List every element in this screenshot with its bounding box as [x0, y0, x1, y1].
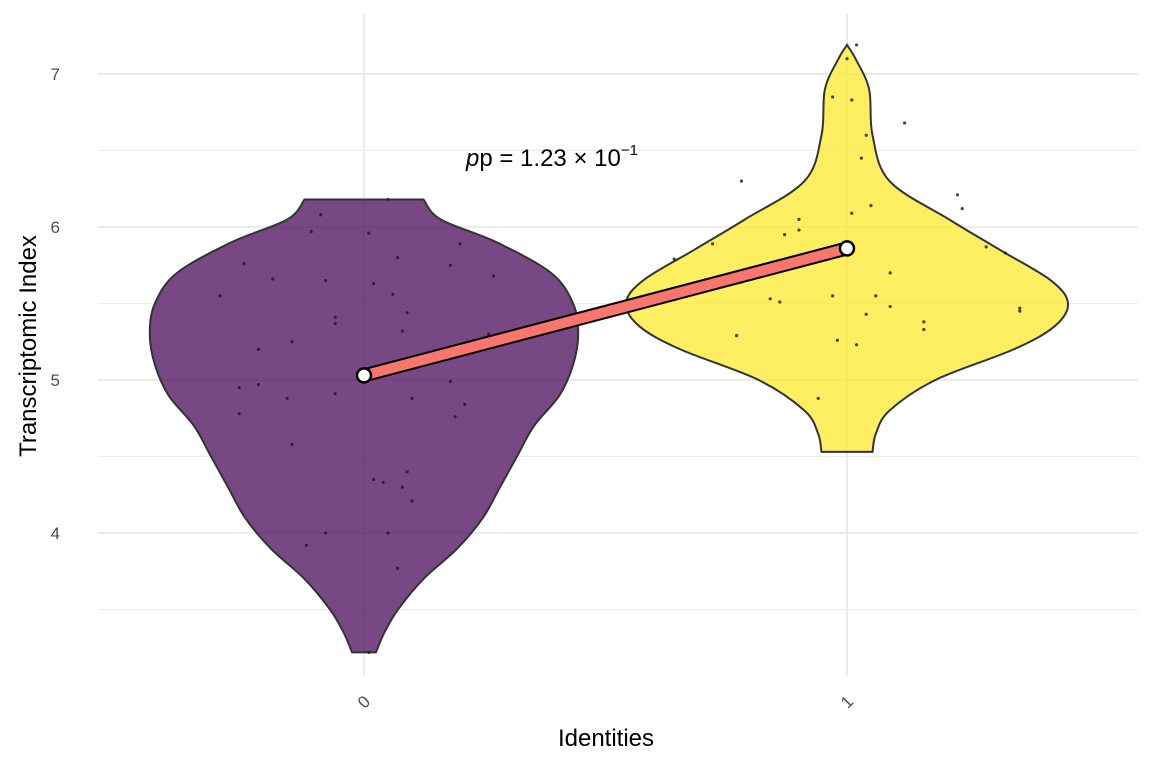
violin-0 — [148, 198, 580, 654]
data-point — [237, 386, 241, 390]
data-point — [333, 315, 337, 319]
data-point — [735, 334, 739, 338]
y-tick-label: 7 — [51, 65, 60, 84]
data-point — [290, 340, 294, 344]
data-point — [285, 396, 289, 400]
data-point — [864, 312, 868, 316]
data-point — [396, 256, 400, 260]
data-point — [453, 415, 457, 419]
data-point — [955, 193, 960, 197]
data-point — [367, 231, 371, 235]
mean-layer — [355, 240, 856, 384]
data-point — [242, 262, 246, 266]
data-point — [850, 98, 854, 102]
data-point — [797, 217, 801, 221]
data-point — [869, 203, 873, 208]
data-point — [333, 392, 337, 396]
x-axis-title: Identities — [558, 725, 654, 752]
data-point — [768, 297, 772, 301]
data-point — [850, 211, 854, 215]
data-point — [386, 531, 390, 535]
data-point — [218, 294, 222, 298]
data-point — [922, 320, 926, 324]
data-point — [386, 197, 390, 202]
data-point — [381, 480, 385, 485]
data-point — [855, 343, 859, 347]
data-point — [1018, 309, 1022, 313]
data-point — [391, 292, 395, 296]
mean-marker-1 — [838, 240, 856, 257]
data-point — [835, 338, 840, 342]
data-point — [864, 133, 868, 137]
data-point — [739, 179, 744, 183]
data-point — [855, 43, 859, 47]
y-tick-label: 6 — [51, 218, 60, 237]
data-point — [960, 207, 964, 211]
data-point — [778, 300, 782, 304]
jitter-points — [218, 43, 1022, 654]
data-point — [672, 257, 676, 261]
data-point — [256, 347, 260, 351]
data-point — [888, 304, 892, 309]
data-point — [448, 263, 452, 267]
data-point — [831, 95, 835, 99]
data-point — [237, 412, 241, 416]
p-value-annotation: pp = 1.23 × 10−1 — [465, 142, 638, 172]
data-point — [859, 156, 864, 160]
data-point — [304, 543, 308, 547]
data-point — [711, 242, 715, 246]
data-point — [783, 233, 787, 237]
data-point — [271, 277, 275, 281]
data-point — [831, 294, 835, 298]
data-point — [372, 477, 376, 482]
data-point — [845, 57, 849, 61]
data-point — [333, 321, 337, 325]
data-point — [410, 396, 414, 400]
data-point — [874, 294, 878, 298]
data-point — [458, 242, 462, 246]
data-point — [984, 245, 988, 249]
y-tick-labels: 4 5 6 7 — [51, 65, 60, 543]
p-value-base: p = 1.23 × 10 — [479, 145, 620, 172]
violins — [148, 43, 1070, 654]
data-point — [463, 402, 467, 407]
data-point — [400, 329, 404, 333]
x-tick-label: 0 — [354, 692, 374, 712]
data-point — [487, 332, 491, 336]
data-point — [400, 485, 404, 489]
data-point — [922, 327, 926, 332]
data-point — [319, 213, 323, 217]
data-point — [816, 396, 820, 400]
data-point — [888, 271, 892, 275]
data-point — [903, 121, 907, 125]
data-point — [1018, 306, 1022, 310]
data-point — [396, 566, 400, 570]
p-value-exponent: −1 — [621, 142, 638, 159]
data-point — [324, 278, 328, 283]
data-point — [405, 311, 409, 315]
mean-line — [359, 243, 852, 381]
data-point — [448, 379, 452, 384]
y-tick-label: 4 — [51, 524, 60, 543]
data-point — [372, 282, 376, 286]
data-point — [309, 229, 313, 234]
data-point — [324, 531, 328, 535]
data-point — [256, 382, 260, 387]
y-axis-title: Transcriptomic Index — [15, 235, 42, 457]
data-point — [492, 274, 496, 278]
data-point — [410, 499, 414, 503]
data-point — [797, 228, 801, 232]
mean-marker-0 — [355, 367, 373, 384]
data-point — [405, 470, 409, 474]
data-point — [290, 442, 294, 446]
y-tick-label: 5 — [51, 371, 60, 390]
x-tick-label: 1 — [837, 692, 857, 712]
data-point — [1003, 251, 1008, 255]
data-point — [367, 650, 371, 654]
